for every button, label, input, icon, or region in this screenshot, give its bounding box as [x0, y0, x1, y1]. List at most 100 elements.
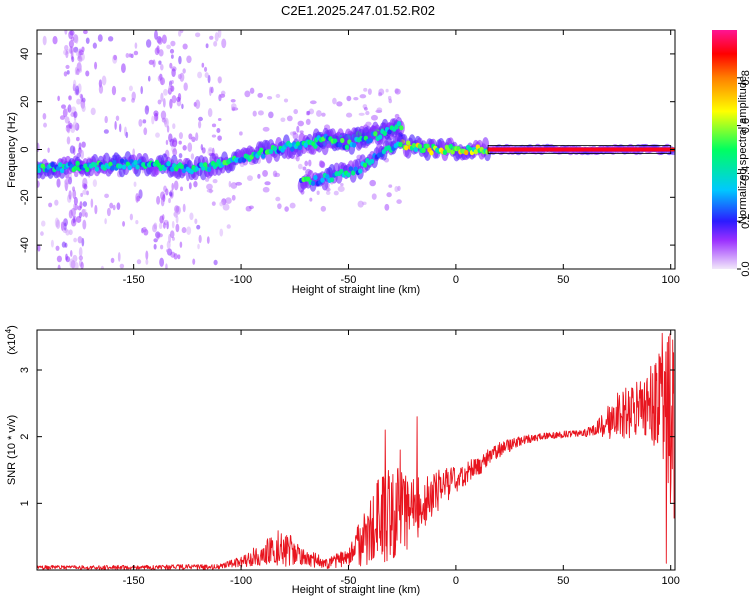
- snr-series-line: [37, 332, 675, 570]
- noise-speckle: [286, 115, 293, 122]
- noise-speckle: [275, 93, 281, 99]
- main-tone-blob: [37, 167, 42, 173]
- main-tone-blob: [259, 147, 264, 153]
- noise-speckle: [48, 202, 53, 208]
- snr-x-tick-label: 100: [662, 575, 680, 587]
- noise-speckle: [173, 141, 177, 147]
- noise-speckle: [211, 123, 217, 128]
- noise-speckle: [83, 30, 88, 35]
- main-tone-blob: [425, 143, 430, 149]
- noise-speckle: [68, 229, 73, 236]
- noise-speckle: [57, 264, 61, 269]
- main-tone-blob: [473, 149, 479, 155]
- noise-speckle: [297, 120, 305, 127]
- noise-speckle: [114, 120, 117, 130]
- noise-speckle: [73, 111, 78, 119]
- noise-speckle: [213, 41, 218, 47]
- noise-speckle: [133, 50, 139, 56]
- main-tone-blob: [413, 146, 419, 153]
- noise-speckle: [71, 56, 75, 63]
- noise-speckle: [143, 127, 148, 136]
- noise-speckle: [142, 226, 147, 233]
- noise-speckle: [74, 261, 79, 269]
- noise-speckle: [128, 85, 133, 92]
- noise-speckle: [135, 192, 139, 203]
- noise-speckle: [72, 186, 76, 192]
- noise-speckle: [192, 258, 196, 265]
- spectrogram-y-tick-label: 20: [19, 96, 31, 108]
- noise-speckle: [188, 182, 192, 190]
- noise-speckle: [117, 251, 121, 262]
- noise-speckle: [122, 221, 126, 227]
- noise-speckle: [169, 230, 175, 239]
- main-tone-blob: [181, 168, 187, 174]
- main-tone-blob: [50, 161, 55, 168]
- noise-speckle: [158, 49, 164, 57]
- noise-speckle: [64, 44, 69, 51]
- snr-panel: -150 -100 -50 0 50 100 1 2 3 Height of straight…: [4, 325, 680, 596]
- noise-speckle: [111, 85, 117, 96]
- tertiary-tone-blob: [387, 129, 392, 135]
- noise-speckle: [165, 263, 168, 269]
- noise-speckle: [153, 243, 157, 250]
- noise-speckle: [201, 62, 205, 68]
- carrier-band-core: [488, 147, 671, 152]
- noise-speckle: [104, 193, 109, 199]
- noise-speckle: [55, 219, 61, 230]
- noise-speckle: [98, 84, 104, 94]
- noise-speckle: [225, 197, 232, 204]
- noise-speckle: [275, 196, 281, 202]
- noise-speckle: [171, 95, 177, 104]
- snr-multiplier: (x104): [4, 325, 18, 355]
- tertiary-tone-blob: [368, 137, 373, 143]
- noise-speckle: [304, 160, 309, 167]
- noise-speckle: [80, 192, 84, 197]
- noise-speckle: [262, 126, 270, 132]
- main-tone-blob: [268, 148, 274, 155]
- spectrogram-x-axis-title: Height of straight line (km): [292, 284, 420, 296]
- tertiary-tone-blob: [332, 138, 338, 144]
- noise-speckle: [152, 59, 156, 68]
- noise-speckle: [171, 68, 176, 77]
- noise-speckle: [325, 190, 331, 195]
- noise-speckle: [295, 155, 300, 162]
- noise-speckle: [204, 72, 209, 79]
- noise-speckle: [340, 182, 344, 187]
- noise-speckle: [257, 110, 264, 116]
- noise-speckle: [121, 96, 126, 102]
- noise-speckle: [166, 240, 171, 249]
- noise-speckle: [156, 195, 161, 205]
- main-tone-blob: [110, 165, 115, 171]
- noise-speckle: [239, 131, 243, 136]
- noise-speckle: [85, 37, 90, 44]
- noise-speckle: [78, 142, 82, 150]
- noise-speckle: [72, 215, 76, 224]
- noise-speckle: [363, 87, 368, 92]
- noise-speckle: [170, 85, 175, 92]
- noise-speckle: [195, 99, 201, 109]
- noise-speckle: [231, 194, 236, 201]
- noise-speckle: [359, 94, 367, 99]
- noise-speckle: [182, 203, 186, 213]
- noise-speckle: [164, 117, 169, 128]
- noise-speckle: [145, 258, 149, 265]
- tertiary-tone-blob: [382, 130, 387, 136]
- noise-speckle: [385, 88, 389, 93]
- noise-speckle: [64, 116, 70, 124]
- noise-speckle: [190, 153, 195, 160]
- noise-speckle: [387, 95, 392, 101]
- noise-speckle: [140, 85, 143, 95]
- snr-x-ticks: -150 -100 -50 0 50 100: [123, 330, 680, 587]
- noise-speckle: [363, 107, 368, 111]
- spectrogram-y-tick-label: 0: [19, 146, 31, 152]
- noise-speckle: [396, 199, 402, 204]
- colorbar-label: Normalized spectral amplitude: [737, 76, 749, 224]
- noise-speckle: [186, 55, 192, 64]
- spectrogram-y-tick-label: -40: [19, 237, 31, 253]
- main-tone-blob: [404, 145, 409, 151]
- noise-speckle: [159, 77, 166, 86]
- noise-speckle: [144, 105, 150, 115]
- spectrogram-x-ticks: -150 -100 -50 0 50 100: [123, 30, 680, 286]
- noise-speckle: [129, 213, 134, 221]
- noise-speckle: [319, 160, 323, 164]
